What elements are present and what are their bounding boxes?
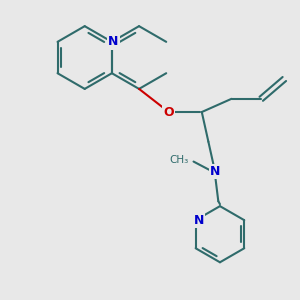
Text: N: N [194,214,204,227]
Text: N: N [210,165,220,178]
Text: N: N [108,35,119,48]
Text: CH₃: CH₃ [169,155,189,165]
Text: O: O [164,106,174,118]
